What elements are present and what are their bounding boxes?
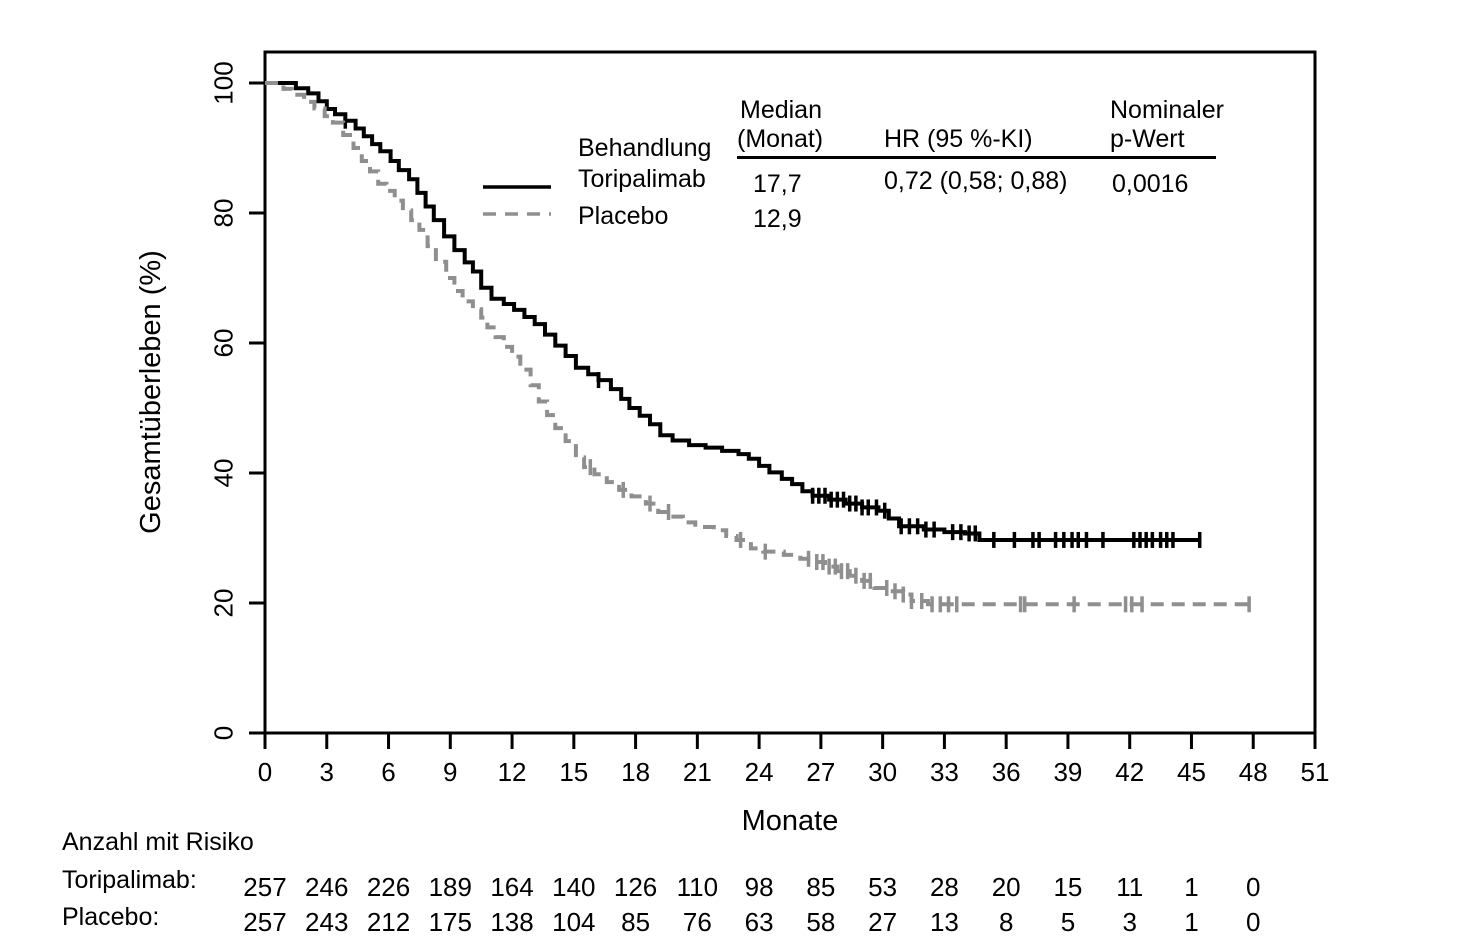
risk-table-title: Anzahl mit Risiko <box>62 828 254 856</box>
risk-value: 3 <box>1122 907 1137 937</box>
x-tick-label: 48 <box>1238 757 1268 787</box>
x-tick-label: 42 <box>1115 757 1145 787</box>
x-tick-label: 39 <box>1053 757 1083 787</box>
risk-value: 58 <box>806 907 836 937</box>
risk-row-label-placebo: Placebo: <box>62 903 160 931</box>
y-axis-title: Gesamtüberleben (%) <box>135 250 168 534</box>
risk-value: 0 <box>1246 907 1261 937</box>
risk-value: 28 <box>929 872 959 902</box>
y-tick-label: 20 <box>208 588 239 618</box>
x-tick-label: 45 <box>1177 757 1206 787</box>
y-tick-label: 100 <box>208 61 239 105</box>
x-tick-label: 51 <box>1300 757 1330 787</box>
risk-value: 5 <box>1060 907 1076 937</box>
x-tick-label: 15 <box>559 757 589 787</box>
risk-value: 104 <box>552 907 596 937</box>
stats-p-value: 0,0016 <box>1112 170 1189 198</box>
x-tick-label: 0 <box>257 757 273 787</box>
risk-row-label-toripalimab: Toripalimab: <box>62 866 197 894</box>
risk-value: 212 <box>366 907 411 937</box>
stats-median-placebo: 12,9 <box>753 205 802 233</box>
risk-value: 175 <box>428 907 472 937</box>
risk-value: 13 <box>929 907 959 937</box>
stats-header-median-line2: (Monat) <box>737 125 824 153</box>
stats-header-p-line1: Nominaler <box>1110 96 1224 124</box>
risk-value: 140 <box>552 872 596 902</box>
x-tick-label: 27 <box>806 757 836 787</box>
x-axis-title: Monate <box>741 805 839 837</box>
km-curve-toripalimab <box>265 81 1200 542</box>
x-tick-label: 36 <box>991 757 1021 787</box>
risk-value: 76 <box>682 907 712 937</box>
x-tick-label: 6 <box>381 757 396 787</box>
plot-box <box>263 50 1317 735</box>
y-tick-label: 40 <box>208 458 239 488</box>
x-tick-label: 12 <box>497 757 527 787</box>
risk-value: 98 <box>744 872 774 902</box>
risk-value: 85 <box>806 872 836 902</box>
risk-value: 257 <box>243 872 287 902</box>
risk-value: 11 <box>1116 872 1144 902</box>
x-tick-label: 21 <box>682 757 712 787</box>
stats-median-toripalimab: 17,7 <box>753 170 802 198</box>
risk-value: 0 <box>1246 872 1261 902</box>
risk-value: 257 <box>243 907 287 937</box>
risk-value: 1 <box>1184 907 1199 937</box>
risk-value: 27 <box>868 907 898 937</box>
legend-label-placebo: Placebo <box>578 202 669 230</box>
y-tick-label: 0 <box>208 725 239 741</box>
risk-value: 243 <box>305 907 349 937</box>
stats-header-p-line2: p-Wert <box>1110 125 1185 153</box>
x-tick-label: 18 <box>621 757 651 787</box>
risk-value: 85 <box>621 907 651 937</box>
risk-value: 20 <box>991 872 1021 902</box>
risk-value: 53 <box>868 872 898 902</box>
y-tick-label: 60 <box>208 328 239 358</box>
risk-value: 164 <box>490 872 534 902</box>
km-curve-placebo <box>265 81 1250 607</box>
risk-value: 1 <box>1184 872 1199 902</box>
risk-value: 63 <box>744 907 774 937</box>
stats-header-median-line1: Median <box>740 96 822 124</box>
x-tick-label: 24 <box>744 757 774 787</box>
risk-value: 126 <box>613 872 658 902</box>
x-tick-label: 33 <box>929 757 959 787</box>
risk-value: 15 <box>1053 872 1083 902</box>
risk-value: 8 <box>998 907 1014 937</box>
stats-header-hr: HR (95 %-KI) <box>884 125 1033 153</box>
risk-value: 110 <box>676 872 719 902</box>
x-tick-label: 3 <box>319 757 334 787</box>
stats-table-rule <box>737 156 1216 159</box>
risk-value: 189 <box>428 872 472 902</box>
risk-value: 246 <box>305 872 349 902</box>
risk-value: 226 <box>366 872 411 902</box>
y-tick-label: 80 <box>208 198 239 228</box>
risk-value: 138 <box>490 907 534 937</box>
legend-label-toripalimab: Toripalimab <box>578 165 706 193</box>
x-tick-label: 9 <box>443 757 458 787</box>
stats-hr-value: 0,72 (0,58; 0,88) <box>884 167 1068 195</box>
x-tick-label: 30 <box>868 757 898 787</box>
legend-title: Behandlung <box>578 134 712 162</box>
